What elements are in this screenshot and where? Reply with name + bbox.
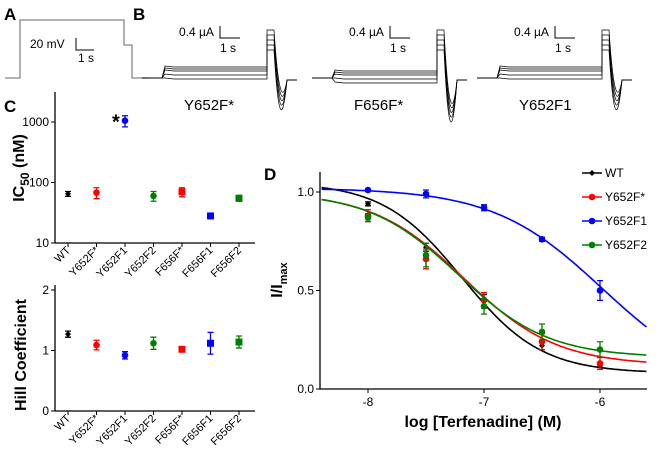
y-tick-label: 1: [42, 344, 49, 358]
data-point: [121, 352, 129, 359]
y-label-sub: 50: [18, 172, 32, 186]
x-tick-label: WT: [53, 244, 74, 265]
legend-label: WT: [605, 166, 624, 180]
y-tick-label: 2: [42, 283, 49, 297]
y-tick-label: 1000: [22, 115, 49, 129]
data-point: [422, 251, 430, 259]
fit-curve-y652f2: [321, 198, 647, 356]
legend-marker: [589, 170, 595, 176]
time-scale-label: 1 s: [555, 41, 571, 55]
trace-label: Y652F*: [184, 97, 234, 114]
legend-marker: [588, 193, 596, 201]
y-axis-label: I/Imax: [269, 261, 290, 297]
data-point: [207, 339, 214, 347]
data-point: [596, 360, 604, 367]
current-trace: [477, 49, 632, 111]
current-trace: [142, 29, 297, 93]
protocol-voltage-scale: 20 mV: [30, 37, 65, 51]
legend-marker: [588, 217, 596, 225]
current-scale-label: 0.4 µA: [179, 25, 214, 39]
current-trace: [312, 49, 467, 123]
data-point: [538, 328, 546, 336]
x-axis-label: log [Terfenadine] (M): [404, 414, 561, 431]
hill-chart: 012WTY652F*Y652F1Y652F2F656F*F656F1F656F…: [13, 283, 255, 448]
ic50-chart: 101001000WTY652F*Y652F1Y652F2F656F*F656F…: [11, 92, 255, 280]
x-tick-label: Y652F2: [123, 413, 159, 449]
current-scale-label: 0.4 µA: [514, 25, 549, 39]
y-axis-label: Hill Coefficient: [13, 298, 30, 411]
scale-bar: [219, 26, 240, 39]
axis: [54, 285, 255, 412]
data-point: [65, 331, 71, 338]
x-tick-label: -8: [363, 395, 374, 409]
data-point: [150, 192, 157, 200]
data-point: [480, 302, 488, 310]
data-point: [538, 235, 546, 243]
y-tick-label: 0.0: [297, 382, 314, 396]
x-tick-label: F656F2: [209, 413, 244, 448]
current-scale-label: 0.4 µA: [349, 25, 384, 39]
x-tick-label: -7: [479, 395, 490, 409]
legend-label: Y652F2: [605, 238, 647, 252]
protocol-time-scale: 1 s: [78, 51, 94, 65]
data-point: [207, 212, 214, 220]
time-scale-label: 1 s: [390, 41, 406, 55]
dose-response-chart: 0.0 0.5 1.0 -8 -7 -6 log [Terfenadine] (M) I/Im…: [269, 166, 647, 431]
current-trace: [477, 29, 632, 93]
y-tick-label: 0: [42, 404, 49, 418]
legend-label: Y652F1: [605, 214, 647, 228]
scale-bar: [554, 26, 575, 39]
data-point: [480, 204, 488, 212]
trace-label: F656F*: [354, 97, 403, 114]
y-label-main: IC: [11, 185, 28, 201]
panel-label-d: D: [264, 165, 276, 184]
x-tick-label: F656F1: [180, 245, 215, 280]
y-label-unit: (nM): [11, 134, 28, 172]
panel-label-a: A: [4, 5, 16, 24]
legend-label: Y652F*: [605, 190, 645, 204]
x-tick-label: F656F1: [180, 413, 215, 448]
data-point: [178, 188, 186, 196]
x-tick-label: WT: [53, 412, 74, 433]
current-traces: 0.4 µA 1 s Y652F* 0.4 µA 1 s F656F* 0.4 µA 1 s Y…: [142, 25, 632, 123]
y-label-main: I/I: [269, 284, 286, 297]
data-point: [364, 186, 372, 194]
x-tick-label: Y652F2: [123, 245, 159, 281]
data-point: [596, 346, 604, 353]
current-trace: [142, 49, 297, 111]
y-axis-label: IC50 (nM): [11, 134, 32, 202]
panel-label-b: B: [133, 5, 145, 24]
y-tick-label: 1.0: [297, 185, 314, 199]
voltage-protocol: 20 mV 1 s: [5, 19, 148, 79]
data-point: [150, 339, 157, 347]
data-point: [121, 117, 129, 125]
y-tick-label: 100: [29, 176, 49, 190]
data-point: [596, 287, 604, 294]
data-point: [178, 345, 186, 353]
data-point: [422, 190, 430, 198]
data-point: [93, 341, 100, 349]
data-point: [364, 214, 372, 221]
axis: [54, 92, 255, 244]
x-tick-label: F656F2: [209, 245, 244, 280]
y-tick-label: 10: [36, 236, 50, 250]
y-label-sub: max: [278, 261, 290, 284]
scale-bar: [389, 26, 410, 39]
time-scale-label: 1 s: [220, 41, 236, 55]
data-point: [235, 194, 243, 202]
significance-asterisk: *: [112, 112, 120, 134]
x-tick-label: -6: [595, 395, 606, 409]
trace-label: Y652F1: [519, 97, 572, 114]
panel-label-c: C: [4, 97, 16, 116]
data-point: [235, 338, 243, 346]
legend-marker: [588, 241, 596, 249]
data-point: [93, 189, 100, 196]
y-tick-label: 0.5: [297, 284, 314, 298]
data-point: [65, 190, 71, 197]
data-point: [365, 200, 371, 207]
